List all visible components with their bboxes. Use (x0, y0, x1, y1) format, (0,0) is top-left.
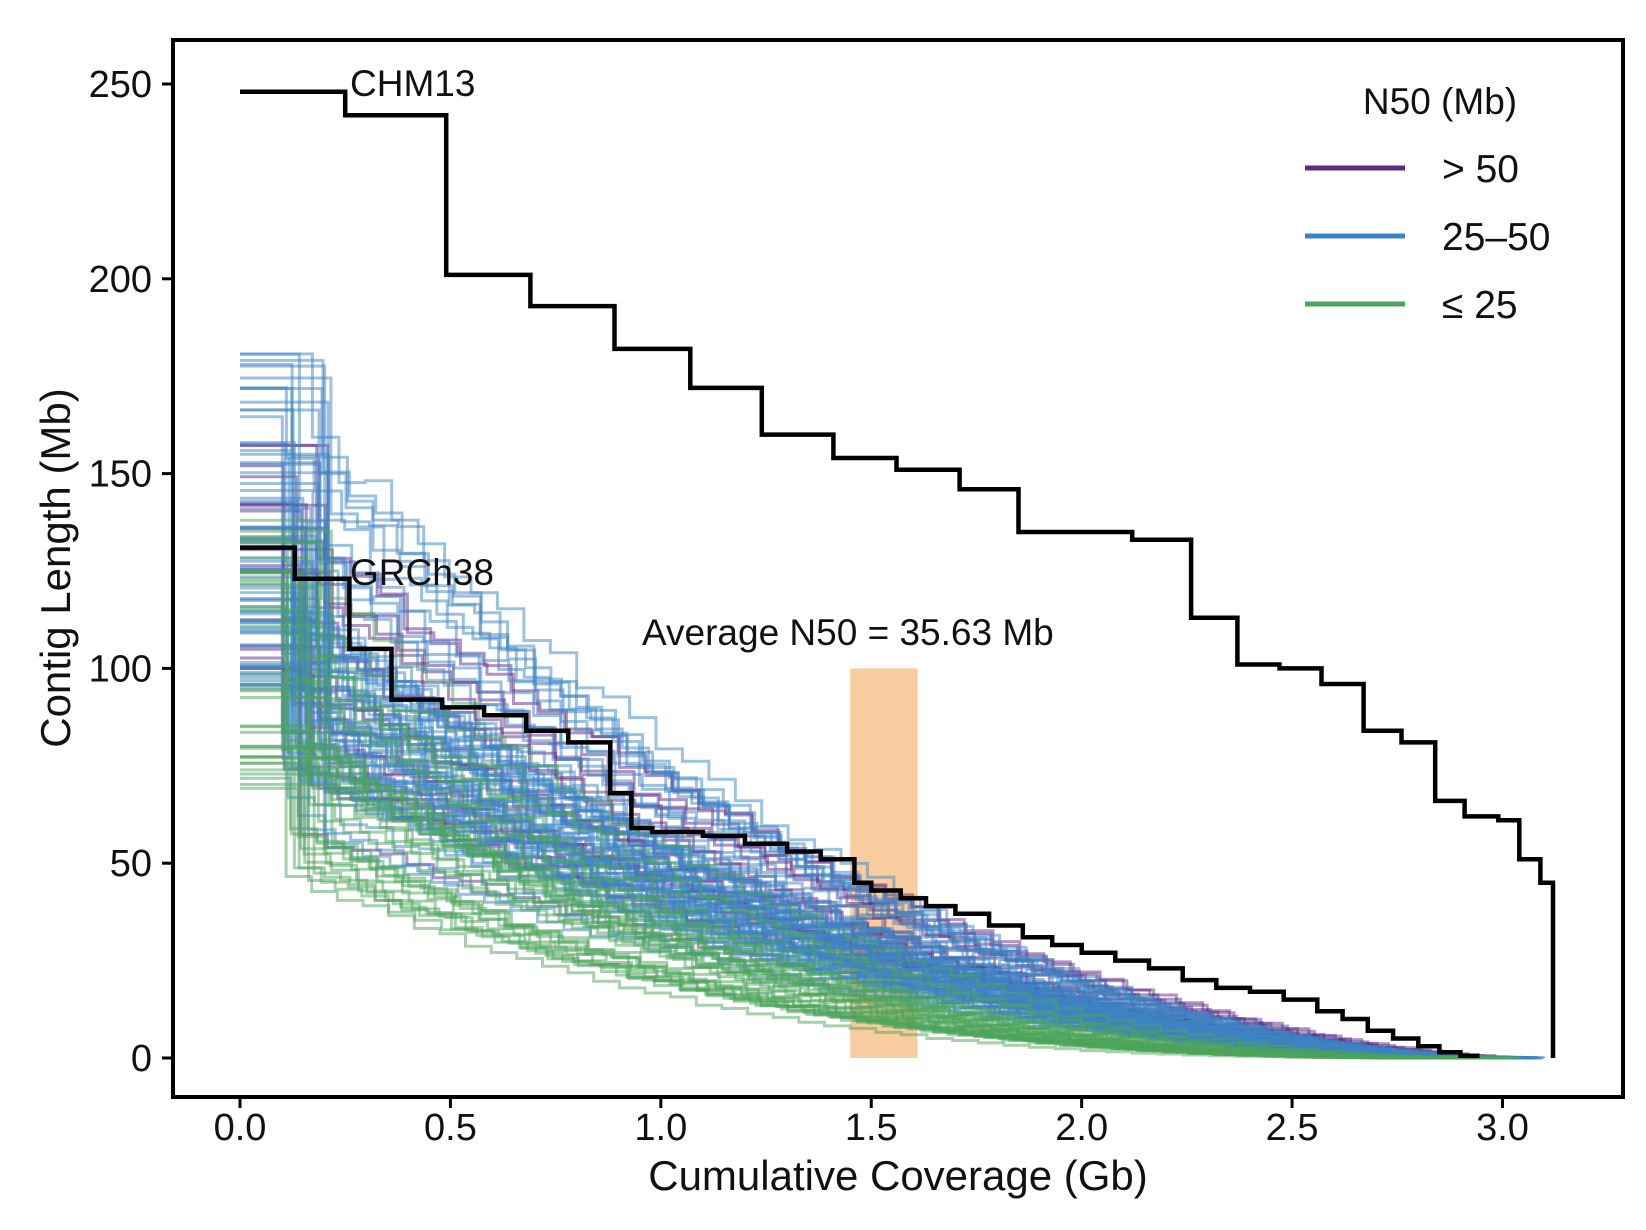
ensemble-line-le25 (240, 538, 1504, 1060)
reference-line-chm13 (240, 89, 1556, 1058)
ensemble-line-25-50 (240, 408, 1522, 1060)
plot-frame (171, 38, 1625, 1099)
reference-lines-layer (240, 89, 1556, 1058)
y-axis-title: Contig Length (Mb) (32, 388, 79, 748)
x-axis-title: Cumulative Coverage (Gb) (648, 1152, 1148, 1199)
x-tick-label: 1.5 (845, 1107, 898, 1149)
legend-label-le25: ≤ 25 (1442, 284, 1518, 327)
x-tick-label: 0.0 (214, 1107, 267, 1149)
x-tick-label: 0.5 (424, 1107, 477, 1149)
chm13-label: CHM13 (350, 63, 475, 104)
legend-title: N50 (Mb) (1363, 81, 1517, 122)
ensemble-line-25-50 (240, 525, 1500, 1060)
y-tick-label: 250 (89, 64, 152, 106)
y-tick-label: 50 (110, 843, 152, 885)
x-tick-label: 2.0 (1055, 1107, 1108, 1149)
ensemble-line-le25 (240, 624, 1486, 1060)
average-n50-label: Average N50 = 35.63 Mb (642, 612, 1054, 653)
legend-label-25-50: 25–50 (1442, 216, 1550, 259)
grch38-label: GRCh38 (350, 552, 494, 593)
x-axis-ticks: 0.0 0.5 1.0 1.5 2.0 2.5 3.0 (214, 1097, 1529, 1149)
ensemble-line-le25 (240, 688, 1462, 1060)
legend: N50 (Mb) > 50 25–50 ≤ 25 (1305, 81, 1550, 327)
ensemble-lines-layer (240, 352, 1546, 1060)
y-axis-ticks: 0 50 100 150 200 250 (89, 64, 173, 1080)
y-tick-label: 200 (89, 259, 152, 301)
y-tick-label: 150 (89, 454, 152, 496)
y-tick-label: 100 (89, 648, 152, 690)
legend-label-gt50: > 50 (1442, 148, 1519, 191)
x-tick-label: 2.5 (1266, 1107, 1319, 1149)
reference-line-grch38 (240, 545, 1480, 1058)
x-tick-label: 3.0 (1476, 1107, 1529, 1149)
ensemble-line-25-50 (240, 352, 1504, 1060)
x-tick-label: 1.0 (634, 1107, 687, 1149)
y-tick-label: 0 (131, 1038, 152, 1080)
